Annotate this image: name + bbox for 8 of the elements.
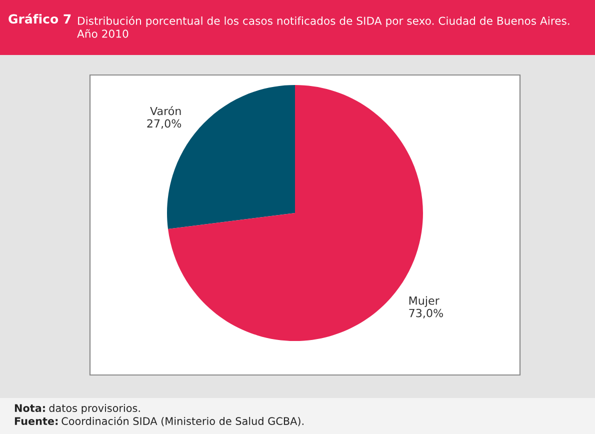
slice-label: Mujer — [409, 296, 440, 307]
slice-label: Varón — [150, 106, 181, 116]
data-label: 73,0% — [409, 308, 443, 318]
text: Nota: datos provisorios. — [14, 404, 140, 414]
chart-subtitle: Distribución porcentual de los casos notificados de SIDA por sexo. Ciudad de Buenos Aires. Año 2010 — [77, 16, 570, 38]
source-note: Fuente: Coordinación SIDA (Ministerio de Salud GCBA). — [14, 416, 304, 426]
data-label: 27,0% — [147, 119, 182, 129]
text: Gráfico 7 — [8, 13, 71, 24]
